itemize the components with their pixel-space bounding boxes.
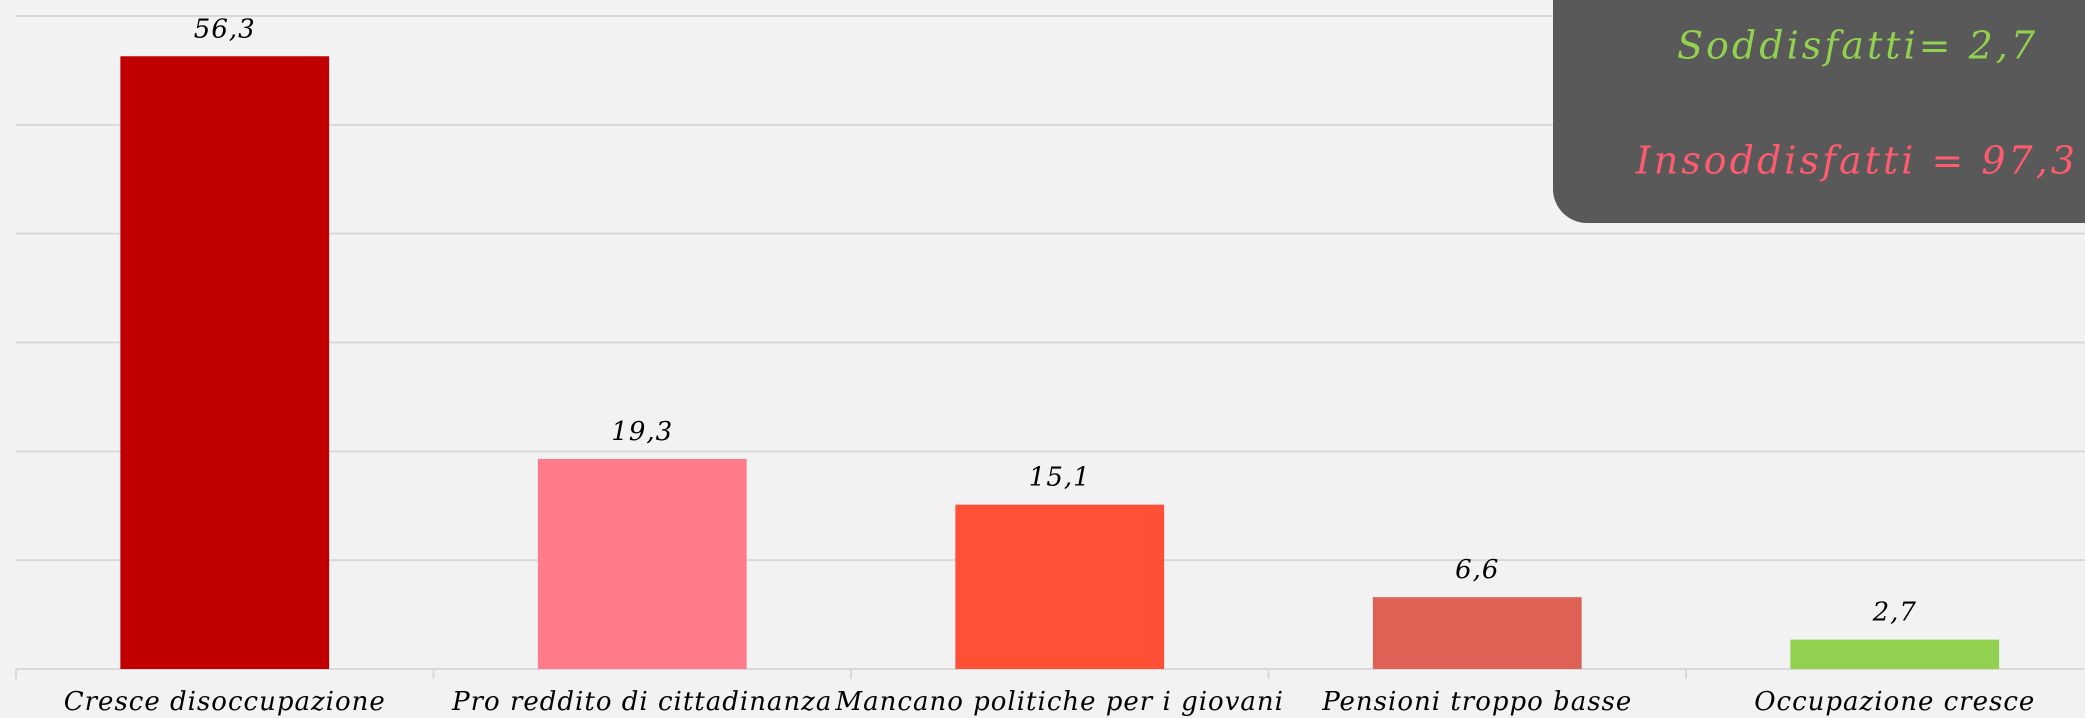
x-tick-label: Cresce disoccupazione: [64, 687, 386, 717]
annotation-box: [1553, 0, 2085, 223]
bar: [1790, 639, 2000, 669]
x-tick-label: Pensioni troppo basse: [1321, 687, 1632, 717]
data-label: 56,3: [194, 14, 256, 44]
annotation: Soddisfatti= 2,7: [1677, 24, 2038, 68]
data-label: 2,7: [1872, 598, 1917, 628]
bar: [120, 56, 330, 670]
data-label: 15,1: [1029, 463, 1091, 493]
data-label: 6,6: [1455, 555, 1499, 585]
x-tick-label: Mancano politiche per i giovani: [835, 687, 1284, 717]
x-tick-label: Pro reddito di cittadinanza: [451, 687, 832, 717]
annotation: Insoddisfatti = 97,3: [1635, 139, 2078, 183]
bar: [1372, 597, 1582, 669]
bar: [955, 504, 1165, 669]
bar: [537, 458, 747, 669]
x-tick-label: Occupazione cresce: [1754, 687, 2035, 717]
data-label: 19,3: [611, 417, 673, 447]
